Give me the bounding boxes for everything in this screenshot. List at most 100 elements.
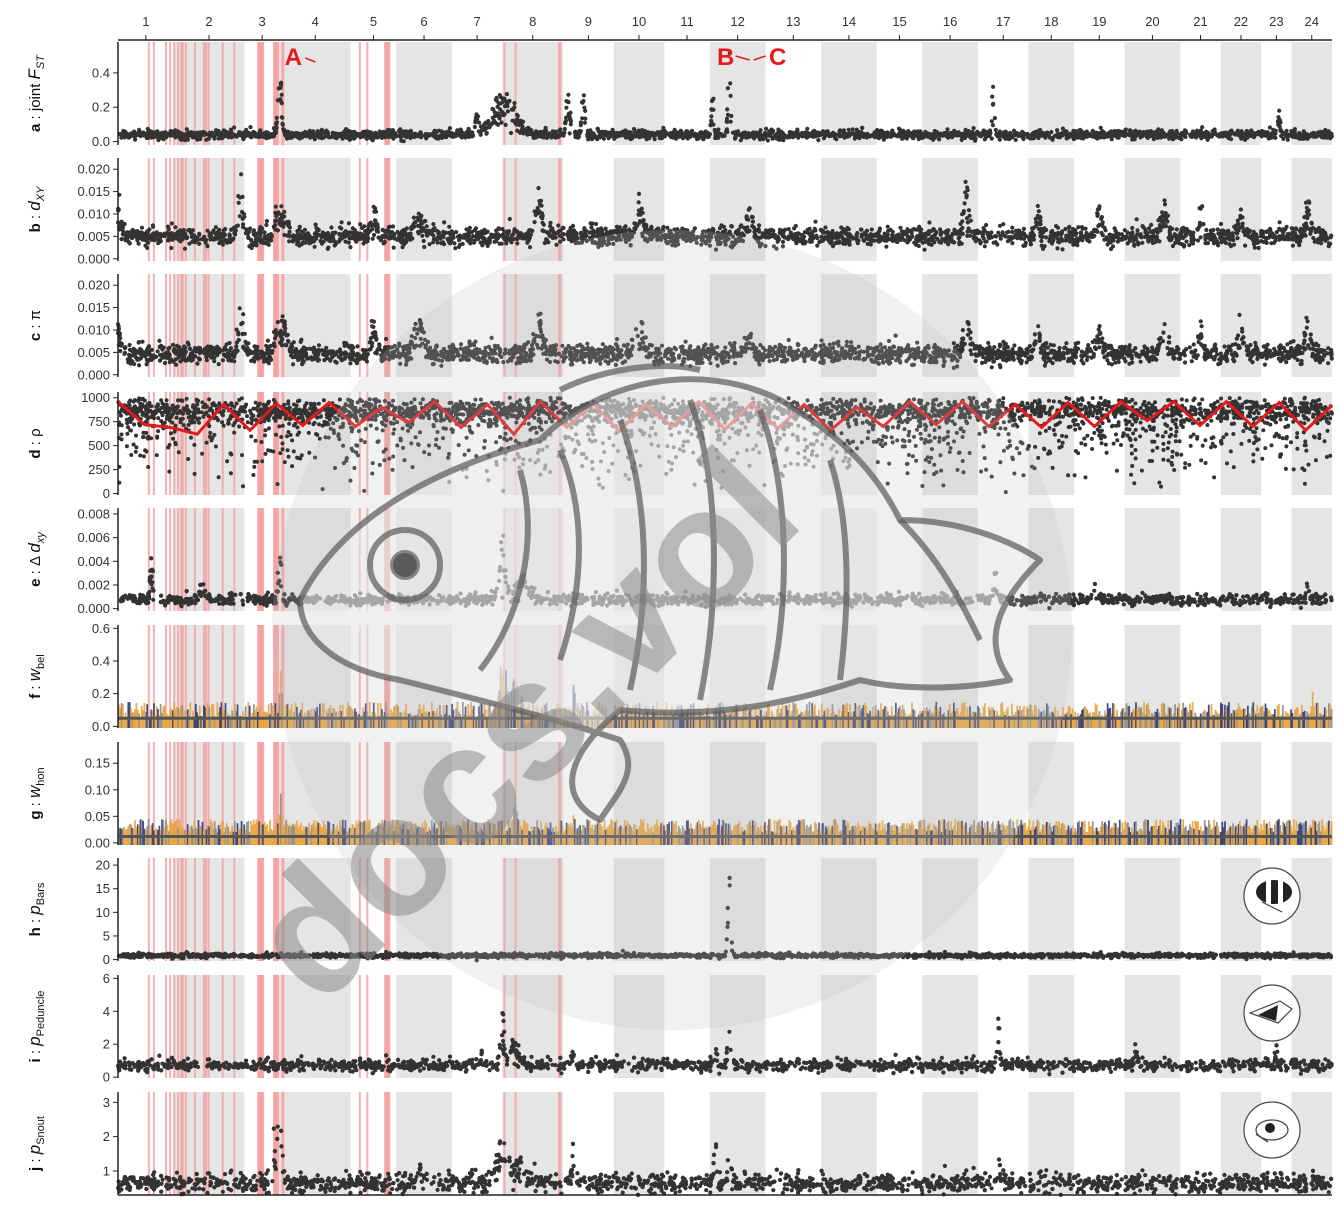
chromosome-band bbox=[1292, 858, 1332, 961]
panel-h-tick-label: 0 bbox=[103, 952, 110, 967]
annotation-A: A bbox=[285, 44, 302, 71]
chromosome-label-9: 9 bbox=[585, 14, 592, 29]
panel-h-bars-icon bbox=[1244, 868, 1300, 924]
panel-b-y-axis bbox=[113, 158, 118, 261]
panel-c-tick-label: 0.010 bbox=[77, 322, 110, 337]
panel-f-tick-label: 0.2 bbox=[92, 686, 110, 701]
chromosome-band bbox=[502, 158, 563, 261]
panel-d-y-axis bbox=[113, 392, 118, 495]
panel-c-y-label: c : π bbox=[27, 310, 44, 341]
panel-h-tick-label: 5 bbox=[103, 928, 110, 943]
chromosome-label-7: 7 bbox=[474, 14, 481, 29]
chromosome-label-16: 16 bbox=[943, 14, 957, 29]
panel-g-tick-label: 0.15 bbox=[85, 756, 110, 771]
panel-a-y-label: a : joint FST bbox=[25, 54, 47, 132]
panel-i-tick-label: 2 bbox=[103, 1037, 110, 1052]
chromosome-band bbox=[922, 508, 978, 611]
panel-c-tick-label: 0.020 bbox=[77, 278, 110, 293]
panel-b-tick-label: 0.000 bbox=[77, 251, 110, 266]
chromosome-label-11: 11 bbox=[680, 14, 694, 29]
chromosome-band bbox=[280, 858, 351, 961]
panel-e-tick-label: 0.008 bbox=[77, 506, 110, 521]
panel-i-y-label: i : pPeduncle bbox=[25, 990, 47, 1062]
annotation-C: C bbox=[769, 44, 786, 71]
chromosome-band bbox=[502, 858, 563, 961]
panel-c-tick-label: 0.000 bbox=[77, 367, 110, 382]
chromosome-label-3: 3 bbox=[259, 14, 266, 29]
panel-h-y-label: h : pBars bbox=[25, 882, 47, 936]
panel-e-tick-label: 0.006 bbox=[77, 530, 110, 545]
chromosome-band bbox=[280, 274, 351, 377]
panel-h-tick-label: 10 bbox=[96, 905, 110, 920]
panel-i-peduncle-icon bbox=[1244, 985, 1300, 1041]
panel-d-tick-label: 750 bbox=[88, 414, 110, 429]
panel-j-tick-label: 2 bbox=[103, 1129, 110, 1144]
panel-a-tick-label: 0.4 bbox=[92, 65, 110, 80]
panel-d-y-label: d : ρ bbox=[27, 428, 44, 458]
chromosome-band bbox=[1029, 158, 1075, 261]
panel-c-tick-label: 0.005 bbox=[77, 345, 110, 360]
panel-i-tick-label: 6 bbox=[103, 971, 110, 986]
chromosome-band bbox=[396, 858, 452, 961]
panel-i-tick-label: 0 bbox=[103, 1070, 110, 1085]
chromosome-label-18: 18 bbox=[1044, 14, 1058, 29]
chromosome-label-4: 4 bbox=[312, 14, 319, 29]
panel-e-tick-label: 0.000 bbox=[77, 601, 110, 616]
panel-f-y-label: f : wbel bbox=[25, 654, 47, 698]
panel-g-tick-label: 0.00 bbox=[85, 835, 110, 850]
chromosome-band bbox=[922, 858, 978, 961]
panel-g-tick-label: 0.10 bbox=[85, 782, 110, 797]
panel-f-tick-label: 0.6 bbox=[92, 621, 110, 636]
chromosome-label-2: 2 bbox=[205, 14, 212, 29]
chromosome-label-17: 17 bbox=[996, 14, 1010, 29]
panel-c-tick-label: 0.015 bbox=[77, 300, 110, 315]
chromosome-label-14: 14 bbox=[842, 14, 856, 29]
panel-d-tick-label: 1000 bbox=[81, 390, 110, 405]
chromosome-label-15: 15 bbox=[892, 14, 906, 29]
panel-a-tick-label: 0.0 bbox=[92, 134, 110, 149]
panel-a-y-axis bbox=[113, 42, 118, 145]
chromosome-label-6: 6 bbox=[420, 14, 427, 29]
panel-f-y-axis bbox=[113, 625, 118, 728]
panel-h-tick-label: 20 bbox=[96, 858, 110, 873]
panel-h-y-axis bbox=[113, 858, 118, 961]
chromosome-bands bbox=[174, 42, 1332, 1195]
panel-d-tick-label: 0 bbox=[103, 486, 110, 501]
chromosome-label-22: 22 bbox=[1234, 14, 1248, 29]
chromosome-label-13: 13 bbox=[786, 14, 800, 29]
panel-h-tick-label: 15 bbox=[96, 881, 110, 896]
panel-j-y-axis bbox=[113, 1092, 118, 1195]
panel-c-y-axis bbox=[113, 274, 118, 377]
panel-e-tick-label: 0.002 bbox=[77, 577, 110, 592]
panel-j-tick-label: 1 bbox=[103, 1163, 110, 1178]
panel-d-tick-label: 250 bbox=[88, 462, 110, 477]
panel-g-y-label: g : whon bbox=[25, 767, 47, 819]
chromosome-band bbox=[502, 975, 563, 1078]
panel-g-tick-label: 0.05 bbox=[85, 809, 110, 824]
panel-b-tick-label: 0.020 bbox=[77, 162, 110, 177]
chromosome-band bbox=[1125, 858, 1181, 961]
chromosome-label-12: 12 bbox=[730, 14, 744, 29]
panel-f-tick-label: 0.4 bbox=[92, 653, 110, 668]
panel-e-y-label: e : Δ dxy bbox=[25, 531, 47, 587]
chromosome-label-1: 1 bbox=[142, 14, 149, 29]
panel-j-y-label: j : pSnout bbox=[25, 1116, 47, 1172]
chromosome-band bbox=[821, 858, 877, 961]
chromosome-label-21: 21 bbox=[1193, 14, 1207, 29]
chromosome-label-24: 24 bbox=[1305, 14, 1319, 29]
panel-b-y-label: b : dXY bbox=[25, 186, 47, 232]
panel-a-tick-label: 0.2 bbox=[92, 100, 110, 115]
panel-j-snout-icon bbox=[1244, 1102, 1300, 1158]
chromosome-label-20: 20 bbox=[1145, 14, 1159, 29]
chromosome-band bbox=[710, 858, 766, 961]
panel-b-tick-label: 0.015 bbox=[77, 184, 110, 199]
chromosome-label-5: 5 bbox=[370, 14, 377, 29]
panel-j-tick-label: 3 bbox=[103, 1095, 110, 1110]
chromosome-label-10: 10 bbox=[632, 14, 646, 29]
panel-g-y-axis bbox=[113, 742, 118, 845]
panel-e-y-axis bbox=[113, 508, 118, 611]
panel-d-tick-label: 500 bbox=[88, 438, 110, 453]
chromosome-label-23: 23 bbox=[1269, 14, 1283, 29]
panel-e-tick-label: 0.004 bbox=[77, 554, 110, 569]
